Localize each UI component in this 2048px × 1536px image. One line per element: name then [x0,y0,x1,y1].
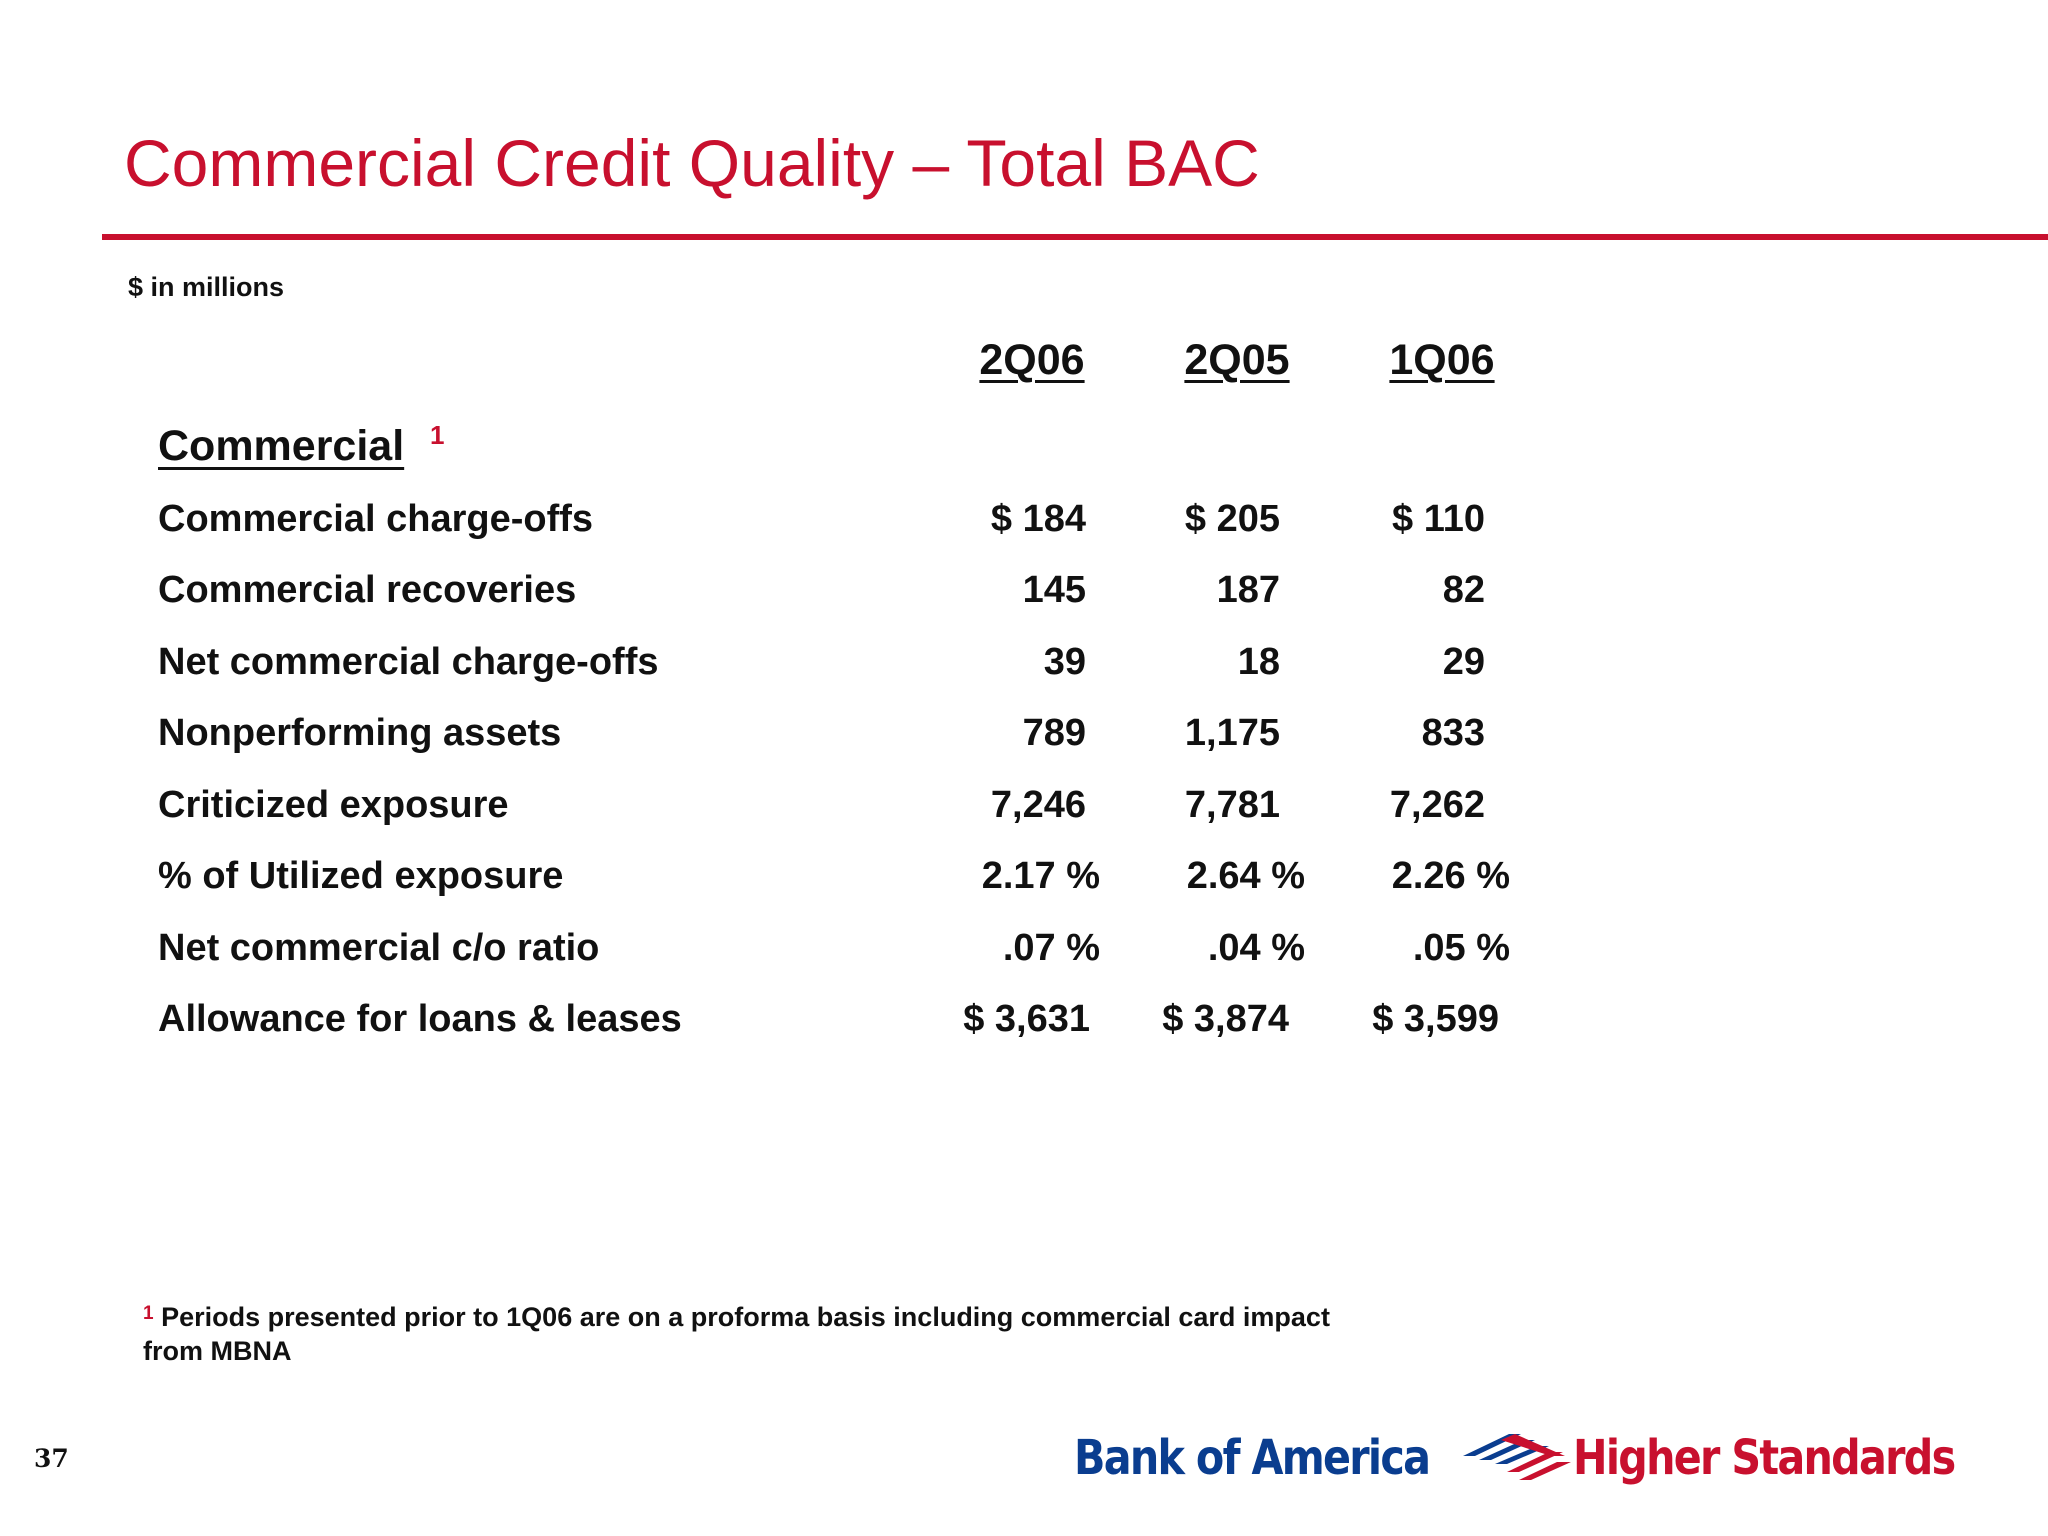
cell-1q06: .05 % [1412,927,1510,969]
table-row: Net commercial charge-offs 39 18 29 [0,641,2048,691]
section-title-commercial: Commercial [158,422,405,470]
cell-2q06: 145 [1022,569,1086,611]
footnote-marker: 1 [143,1303,154,1324]
cell-2q05: 18 [1237,641,1280,683]
cell-2q05: 7,781 [1184,784,1280,826]
row-label: Commercial recoveries [158,569,577,611]
column-header-1q06: 1Q06 [1389,336,1495,384]
table-row: % of Utilized exposure 2.17 % 2.64 % 2.2… [0,855,2048,905]
cell-1q06: $ 3,599 [1372,998,1499,1040]
table-row: Nonperforming assets 789 1,175 833 [0,712,2048,762]
table-row: Commercial recoveries 145 187 82 [0,569,2048,619]
cell-1q06: 82 [1442,569,1485,611]
cell-1q06: 833 [1421,712,1485,754]
cell-1q06: 29 [1442,641,1485,683]
footnote: 1 Periods presented prior to 1Q06 are on… [143,1300,1343,1368]
cell-2q05: .04 % [1207,927,1305,969]
page-number: 37 [34,1444,69,1473]
slide-title: Commercial Credit Quality – Total BAC [124,126,1260,200]
cell-2q06: 789 [1022,712,1086,754]
column-header-2q05: 2Q05 [1184,336,1290,384]
cell-2q05: $ 205 [1184,498,1280,540]
footnote-text: Periods presented prior to 1Q06 are on a… [143,1302,1330,1366]
section-footnote-ref: 1 [430,420,445,450]
row-label: Allowance for loans & leases [158,998,682,1040]
cell-1q06: 2.26 % [1391,855,1510,897]
cell-2q06: 2.17 % [981,855,1100,897]
row-label: Net commercial charge-offs [158,641,659,683]
row-label: % of Utilized exposure [158,855,564,897]
cell-2q06: 39 [1043,641,1086,683]
cell-2q05: 2.64 % [1186,855,1305,897]
title-divider [102,234,2048,240]
bank-of-america-logo: Bank of America Higher Standards [1074,1428,2017,1488]
units-note: $ in millions [128,272,285,302]
table-row: Allowance for loans & leases $ 3,631 $ 3… [0,998,2048,1048]
table-row: Net commercial c/o ratio .07 % .04 % .05… [0,927,2048,977]
cell-2q06: .07 % [1002,927,1100,969]
column-header-2q06: 2Q06 [979,336,1085,384]
row-label: Commercial charge-offs [158,498,594,540]
row-label: Criticized exposure [158,784,509,826]
cell-2q06: $ 184 [990,498,1086,540]
cell-2q06: 7,246 [990,784,1086,826]
row-label: Nonperforming assets [158,712,562,754]
row-label: Net commercial c/o ratio [158,927,600,969]
cell-2q05: 1,175 [1184,712,1280,754]
cell-2q06: $ 3,631 [963,998,1090,1040]
cell-1q06: 7,262 [1389,784,1485,826]
table-row: Criticized exposure 7,246 7,781 7,262 [0,784,2048,834]
logo-wordmark: Bank of America [1074,1430,1431,1486]
cell-1q06: $ 110 [1392,498,1485,540]
cell-2q05: 187 [1216,569,1280,611]
logo-tagline: Higher Standards [1573,1430,1956,1486]
bank-of-america-flag-icon [1463,1434,1572,1480]
table-row: Commercial charge-offs $ 184 $ 205 $ 110 [0,498,2048,548]
cell-2q05: $ 3,874 [1162,998,1289,1040]
